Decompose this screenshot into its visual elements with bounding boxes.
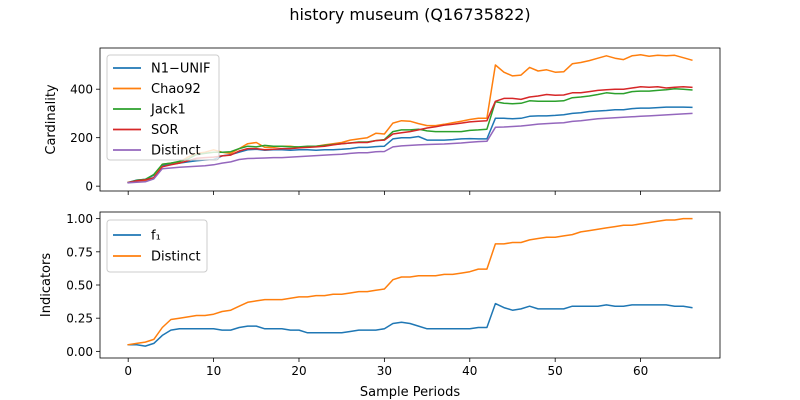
y-tick-label: 0.25 xyxy=(66,312,93,326)
legend-box xyxy=(106,54,220,161)
legend-label: Distinct xyxy=(151,250,201,265)
series-line-0-2 xyxy=(127,87,693,184)
x-tick-label: 10 xyxy=(206,364,221,378)
figure-title: history museum (Q16735822) xyxy=(289,5,530,24)
x-tick-label: 40 xyxy=(462,364,477,378)
legend-label: f₁ xyxy=(151,229,161,244)
x-tick-label: 30 xyxy=(377,364,392,378)
legend-label: N1−UNIF xyxy=(151,62,210,77)
y-tick-label: 0.50 xyxy=(66,279,93,293)
legend-label: Jack1 xyxy=(150,103,186,118)
x-tick-label: 20 xyxy=(291,364,306,378)
series-line-1-1 xyxy=(127,217,693,346)
x-tick-label: 60 xyxy=(633,364,648,378)
legend-label: Chao92 xyxy=(151,82,201,97)
series-line-0-4 xyxy=(127,112,693,184)
legend: f₁ Distinct xyxy=(106,219,208,273)
y-tick-label: 0 xyxy=(85,180,93,194)
y-axis-label: Cardinality xyxy=(44,84,59,155)
plot-frame xyxy=(99,47,721,192)
legend-label: SOR xyxy=(151,123,179,138)
x-tick-label: 0 xyxy=(124,364,132,378)
y-tick-label: 0.00 xyxy=(66,345,93,359)
legend-label: Distinct xyxy=(151,144,201,159)
x-tick-label: 50 xyxy=(548,364,563,378)
y-tick-label: 0.75 xyxy=(66,245,93,259)
cardinality-panel: 0 200 400 Cardinality N1−UNIF Chao92 Jack1 SOR D… xyxy=(44,47,721,195)
indicators-panel: 0 10 20 30 40 50 60 0.00 0.25 0.50 0.75 1.00 Indicat… xyxy=(39,211,721,400)
y-tick-label: 1.00 xyxy=(66,212,93,226)
y-tick-label: 400 xyxy=(70,83,93,97)
series-line-0-3 xyxy=(127,86,693,184)
y-tick-label: 200 xyxy=(70,131,93,145)
legend-box xyxy=(106,219,208,273)
y-axis-label: Indicators xyxy=(39,253,54,317)
series-line-1-0 xyxy=(127,302,693,347)
legend: N1−UNIF Chao92 Jack1 SOR Distinct xyxy=(106,54,220,161)
x-axis-label: Sample Periods xyxy=(360,385,460,400)
